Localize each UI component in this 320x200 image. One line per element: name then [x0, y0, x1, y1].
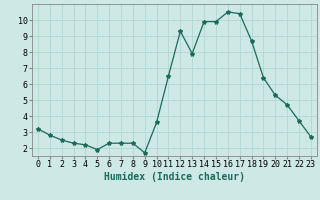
X-axis label: Humidex (Indice chaleur): Humidex (Indice chaleur) [104, 172, 245, 182]
